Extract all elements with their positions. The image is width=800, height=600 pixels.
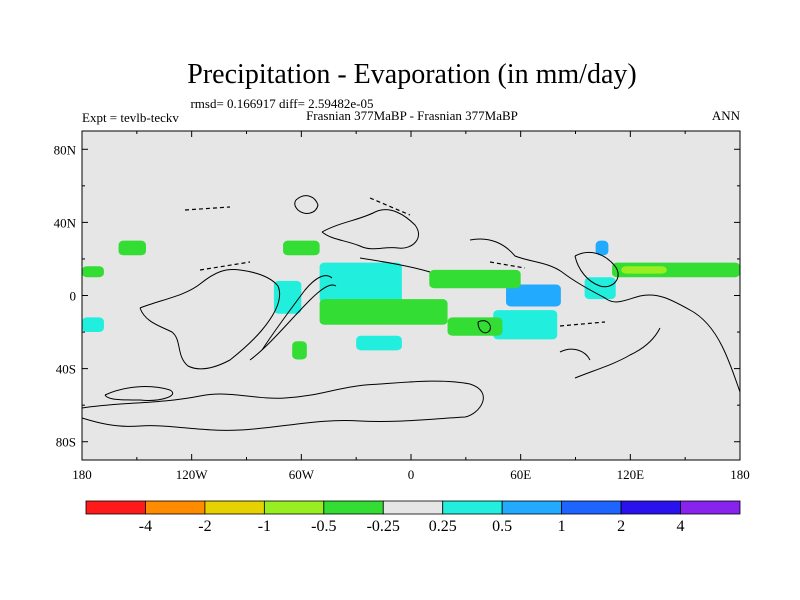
colorbar-label: -4 (139, 518, 152, 535)
colorbar-box (263, 500, 325, 515)
colorbar-label: -0.25 (367, 518, 400, 535)
colorbar-box (204, 500, 265, 515)
anomaly-region (82, 317, 104, 333)
coastline-central-arc (261, 275, 333, 351)
anomaly-region (118, 240, 146, 256)
coastline-east-continent (469, 238, 741, 393)
coastline-south-east (559, 348, 591, 361)
colorbar-box (323, 500, 384, 515)
anomaly-region (493, 310, 558, 340)
colorbar-label: -2 (198, 518, 211, 535)
lon-tick-label: 60E (510, 467, 531, 482)
experiment-label: Expt = tevlb-teckv (82, 110, 179, 125)
colorbar-box (501, 500, 563, 515)
map-panel (81, 130, 741, 461)
colorbar-boxes (85, 500, 741, 515)
anomaly-region (283, 240, 320, 256)
anomaly-region (292, 341, 307, 360)
colorbar-box (442, 500, 503, 515)
coastline-fragments (184, 197, 606, 327)
coastline-north-island (294, 195, 319, 214)
lon-tick-label: 120E (617, 467, 645, 482)
lon-tick-label: 180 (730, 467, 750, 482)
coastline-east-south (574, 327, 661, 379)
colorbar-box (382, 500, 444, 515)
anomaly-region (595, 240, 609, 256)
colorbar-label: 1 (558, 518, 566, 535)
coastline-tropical-island (477, 320, 491, 334)
coastline-south-polar (81, 380, 484, 431)
anomaly-region (356, 335, 402, 351)
lat-tick-label: 80S (56, 435, 76, 450)
anomaly-region (447, 317, 503, 336)
colorbar-box (145, 500, 206, 515)
longitude-axis: 180 120W 60W 0 60E 120E 180 (72, 467, 750, 482)
anomaly-region (506, 284, 561, 307)
season-label: ANN (712, 108, 741, 123)
lon-tick-label: 0 (408, 467, 415, 482)
colorbar-box (680, 500, 741, 515)
coastline-central-arc-2 (249, 284, 337, 361)
map-tickmarks (81, 131, 741, 460)
latitude-axis: 80N 40N 0 40S 80S (54, 142, 77, 449)
coastlines (81, 195, 741, 431)
colorbar-label: -0.5 (311, 518, 336, 535)
coastline-south-island (104, 386, 173, 401)
stats-line: rmsd= 0.166917 diff= 2.59482e-05 (190, 96, 373, 111)
anomaly-region (319, 262, 402, 303)
colorbar-label: -1 (258, 518, 271, 535)
anomaly-region (273, 280, 302, 314)
lat-tick-label: 40S (56, 362, 76, 377)
colorbar-label: 0.25 (429, 518, 457, 535)
lon-tick-label: 120W (176, 467, 209, 482)
anomaly-region (621, 266, 667, 274)
map-background (82, 131, 740, 460)
coastline-north-landmass (321, 209, 420, 250)
coastline-west-continent (139, 269, 280, 370)
lat-tick-label: 80N (54, 142, 77, 157)
lon-tick-label: 60W (289, 467, 315, 482)
colorbar-label: 0.5 (492, 518, 512, 535)
colorbar-box (561, 500, 622, 515)
anomaly-region (429, 269, 521, 289)
anomaly-region (82, 266, 104, 278)
colorbar: -4 -2 -1 -0.5 -0.25 0.25 0.5 1 2 4 (85, 500, 741, 535)
coastline-east-north (574, 251, 619, 288)
lon-tick-label: 180 (72, 467, 92, 482)
colorbar-label: 2 (617, 518, 625, 535)
anomaly-region (319, 299, 448, 325)
lat-tick-label: 0 (70, 289, 77, 304)
lat-tick-label: 40N (54, 215, 77, 230)
figure-title: Precipitation - Evaporation (in mm/day) (187, 59, 636, 90)
coastline-central-ridge (359, 257, 431, 273)
colorbar-box (85, 500, 146, 515)
period-label: Frasnian 377MaBP - Frasnian 377MaBP (306, 108, 518, 123)
colorbar-box (620, 500, 681, 515)
colorbar-label: 4 (677, 518, 685, 535)
